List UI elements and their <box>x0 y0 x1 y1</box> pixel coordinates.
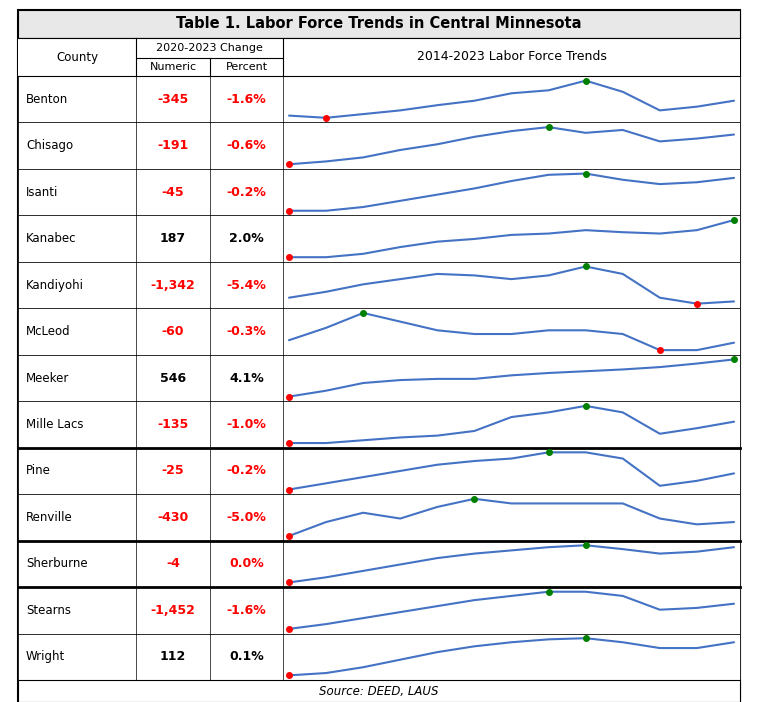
Bar <box>18 633 740 680</box>
Bar <box>18 262 740 308</box>
Text: -0.2%: -0.2% <box>226 185 266 199</box>
Text: -0.3%: -0.3% <box>226 325 266 338</box>
Text: 187: 187 <box>160 232 186 245</box>
Bar <box>18 541 740 587</box>
Text: -345: -345 <box>157 93 188 106</box>
Bar <box>18 38 740 76</box>
Text: -4: -4 <box>166 557 180 570</box>
Bar <box>18 10 740 38</box>
Bar <box>18 169 740 216</box>
Text: -1,342: -1,342 <box>151 279 195 291</box>
Text: 0.1%: 0.1% <box>229 650 264 663</box>
Text: 4.1%: 4.1% <box>229 371 264 385</box>
Text: -0.2%: -0.2% <box>226 465 266 477</box>
Bar <box>18 76 740 122</box>
Text: -430: -430 <box>157 511 188 524</box>
Bar <box>18 308 740 355</box>
Text: Numeric: Numeric <box>149 62 197 72</box>
Bar <box>18 448 740 494</box>
Text: -191: -191 <box>157 139 188 152</box>
Text: -5.4%: -5.4% <box>226 279 266 291</box>
Text: 546: 546 <box>160 371 186 385</box>
Text: Meeker: Meeker <box>26 371 70 385</box>
Text: -1.0%: -1.0% <box>226 418 266 431</box>
Bar <box>18 355 740 402</box>
Text: -1.6%: -1.6% <box>226 604 266 617</box>
Text: Wright: Wright <box>26 650 65 663</box>
Text: Table 1. Labor Force Trends in Central Minnesota: Table 1. Labor Force Trends in Central M… <box>176 17 581 32</box>
Text: County: County <box>56 51 98 63</box>
Text: Chisago: Chisago <box>26 139 73 152</box>
Text: McLeod: McLeod <box>26 325 70 338</box>
Bar <box>18 587 740 633</box>
Text: Renville: Renville <box>26 511 73 524</box>
Text: 2020-2023 Change: 2020-2023 Change <box>156 43 263 53</box>
Text: Mille Lacs: Mille Lacs <box>26 418 83 431</box>
Text: Percent: Percent <box>226 62 267 72</box>
Text: Source: DEED, LAUS: Source: DEED, LAUS <box>319 684 439 698</box>
Text: Benton: Benton <box>26 93 68 106</box>
Bar <box>18 122 740 169</box>
Bar <box>18 402 740 448</box>
Text: 2.0%: 2.0% <box>229 232 264 245</box>
Text: -0.6%: -0.6% <box>226 139 266 152</box>
Text: -135: -135 <box>157 418 188 431</box>
Text: Sherburne: Sherburne <box>26 557 88 570</box>
Text: -25: -25 <box>162 465 184 477</box>
Text: 0.0%: 0.0% <box>229 557 264 570</box>
Bar <box>18 216 740 262</box>
Text: Kanabec: Kanabec <box>26 232 76 245</box>
Text: Pine: Pine <box>26 465 51 477</box>
Text: 112: 112 <box>160 650 186 663</box>
Text: -1.6%: -1.6% <box>226 93 266 106</box>
Text: Kandiyohi: Kandiyohi <box>26 279 84 291</box>
Bar <box>18 680 740 702</box>
Text: -5.0%: -5.0% <box>226 511 266 524</box>
Text: -1,452: -1,452 <box>151 604 195 617</box>
Text: 2014-2023 Labor Force Trends: 2014-2023 Labor Force Trends <box>416 51 606 63</box>
Text: Stearns: Stearns <box>26 604 71 617</box>
Text: -45: -45 <box>162 185 184 199</box>
Text: Isanti: Isanti <box>26 185 58 199</box>
Bar <box>18 494 740 541</box>
Text: -60: -60 <box>162 325 184 338</box>
